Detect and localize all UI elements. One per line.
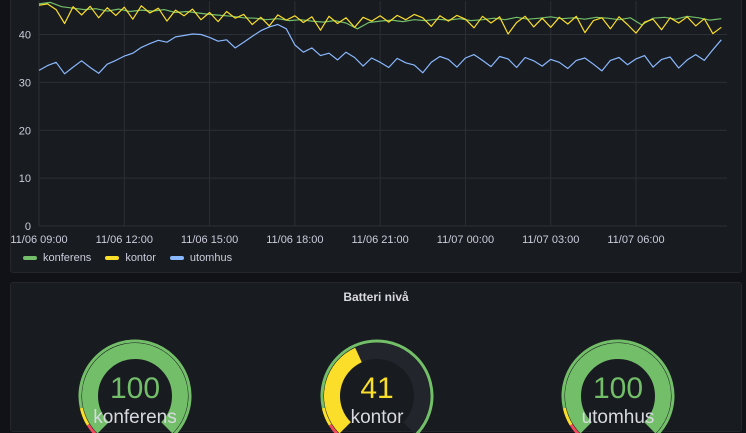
legend-swatch-kontor bbox=[105, 256, 120, 260]
battery-gauge-panel: Batteri nivå 100 konferens 41 kontor 100 utom… bbox=[10, 282, 742, 433]
panel-title: Batteri nivå bbox=[343, 290, 409, 304]
y-tick-label: 20 bbox=[19, 125, 31, 137]
gauge-value-arc bbox=[82, 343, 188, 433]
y-tick-label: 30 bbox=[19, 77, 31, 89]
gauge-value-arc bbox=[565, 343, 671, 433]
gauge-name: konferens bbox=[93, 407, 176, 428]
threshold-green bbox=[320, 339, 434, 433]
threshold-green bbox=[561, 339, 675, 433]
y-tick-label: 10 bbox=[19, 173, 31, 185]
timeseries-panel: 0 10 20 30 40 11/06 09:00 11/06 12:00 11/06 15:… bbox=[10, 0, 742, 273]
legend-label-konferens: konferens bbox=[43, 252, 92, 264]
gauge-value: 100 bbox=[110, 372, 160, 405]
gauge-value: 100 bbox=[593, 372, 643, 405]
y-tick-label: 0 bbox=[25, 221, 31, 233]
legend-item-kontor[interactable]: kontor bbox=[105, 252, 156, 264]
legend-label-kontor: kontor bbox=[125, 252, 156, 264]
line-chart[interactable]: 0 10 20 30 40 11/06 09:00 11/06 12:00 11/06 15:… bbox=[11, 0, 743, 274]
x-tick-label: 11/07 06:00 bbox=[607, 234, 664, 246]
legend-item-konferens[interactable]: konferens bbox=[23, 252, 91, 264]
x-tick-label: 11/06 12:00 bbox=[96, 234, 153, 246]
x-tick-label: 11/06 18:00 bbox=[266, 234, 323, 246]
legend-swatch-konferens bbox=[23, 256, 37, 260]
x-tick-label: 11/06 09:00 bbox=[11, 234, 68, 246]
legend-label-utomhus: utomhus bbox=[189, 252, 233, 264]
chart-legend: konferens kontor utomhus bbox=[23, 252, 232, 264]
legend-swatch-utomhus bbox=[169, 256, 184, 260]
x-tick-label: 11/06 15:00 bbox=[181, 234, 238, 246]
legend-item-utomhus[interactable]: utomhus bbox=[169, 252, 233, 264]
gauge-name: utomhus bbox=[582, 407, 655, 428]
threshold-green bbox=[78, 339, 192, 433]
gauge-value: 41 bbox=[360, 372, 393, 405]
y-tick-label: 40 bbox=[19, 30, 31, 42]
gauge-name: kontor bbox=[351, 407, 404, 428]
x-tick-label: 11/06 21:00 bbox=[352, 234, 409, 246]
x-tick-label: 11/07 03:00 bbox=[522, 234, 579, 246]
series-line-kontor[interactable] bbox=[38, 3, 722, 35]
series-line-utomhus[interactable] bbox=[38, 23, 722, 75]
x-tick-label: 11/07 00:00 bbox=[437, 234, 494, 246]
